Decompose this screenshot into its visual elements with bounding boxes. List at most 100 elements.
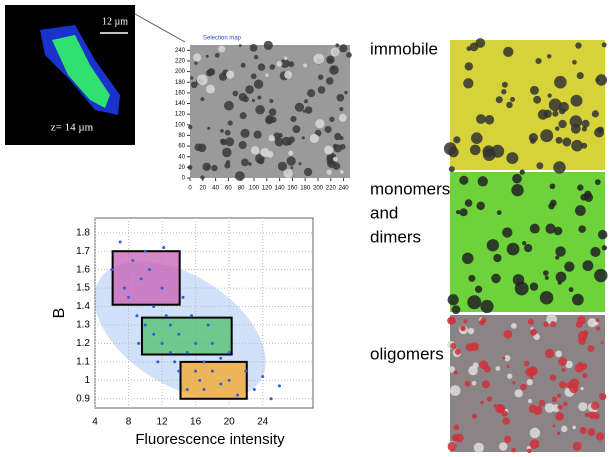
- x-tick-label: 4: [92, 417, 98, 428]
- texture: [533, 96, 541, 104]
- texture: [472, 414, 477, 419]
- texture: [329, 117, 334, 122]
- point: [203, 360, 206, 363]
- texture: [211, 165, 217, 171]
- point: [228, 351, 231, 354]
- texture: [506, 102, 512, 108]
- texture: [594, 269, 607, 282]
- point: [148, 268, 151, 271]
- texture: [547, 54, 552, 59]
- point: [140, 277, 143, 280]
- texture: [346, 52, 352, 58]
- x-tick-label: 20: [224, 417, 236, 428]
- texture: [533, 407, 542, 416]
- texture: [284, 57, 288, 61]
- texture: [520, 170, 525, 175]
- texture: [572, 60, 577, 65]
- texture: [530, 376, 533, 379]
- y-tick-label: 1.1: [76, 357, 90, 368]
- x-tick-label: 8: [126, 417, 132, 428]
- texture: [197, 74, 208, 85]
- y-tick-label: 100: [175, 122, 186, 128]
- y-tick-label: 1.8: [76, 227, 90, 238]
- texture: [326, 170, 331, 175]
- point: [177, 370, 180, 373]
- texture: [324, 146, 333, 155]
- texture: [543, 110, 551, 118]
- texture: [572, 294, 584, 306]
- texture: [527, 449, 532, 454]
- texture: [225, 137, 234, 146]
- texture: [577, 72, 584, 79]
- texture: [476, 202, 484, 210]
- texture: [503, 47, 513, 57]
- texture: [313, 54, 324, 65]
- texture: [571, 95, 583, 107]
- texture: [530, 86, 539, 95]
- texture: [493, 254, 501, 262]
- texture: [193, 53, 201, 61]
- texture: [460, 208, 468, 216]
- texture: [596, 74, 607, 85]
- point: [137, 342, 140, 345]
- texture: [198, 144, 207, 153]
- point: [207, 323, 210, 326]
- texture: [303, 63, 307, 67]
- texture: [448, 317, 455, 324]
- texture: [331, 48, 340, 57]
- texture: [448, 294, 459, 305]
- texture: [556, 137, 563, 144]
- texture: [241, 159, 249, 167]
- texture: [251, 73, 257, 79]
- texture: [522, 241, 526, 245]
- texture: [596, 432, 605, 441]
- texture: [333, 162, 341, 170]
- point: [186, 351, 189, 354]
- texture: [528, 366, 537, 375]
- texture: [550, 374, 556, 380]
- texture: [555, 412, 564, 421]
- region: [181, 362, 247, 399]
- texture: [470, 145, 481, 156]
- y-axis-label: B: [51, 308, 68, 319]
- texture: [487, 239, 499, 251]
- texture: [292, 125, 300, 133]
- texture: [264, 41, 273, 50]
- texture: [290, 116, 296, 122]
- point: [123, 287, 126, 290]
- texture: [258, 158, 265, 165]
- connector: [135, 14, 185, 42]
- texture: [239, 44, 242, 47]
- texture: [303, 110, 306, 113]
- texture: [449, 166, 455, 172]
- texture: [476, 114, 486, 124]
- texture: [190, 76, 193, 79]
- texture: [454, 424, 460, 430]
- texture: [215, 53, 220, 58]
- texture: [530, 329, 537, 336]
- texture: [561, 426, 567, 432]
- texture: [597, 126, 604, 133]
- texture: [304, 99, 308, 103]
- texture: [602, 42, 607, 47]
- texture: [569, 384, 578, 393]
- texture: [245, 85, 254, 94]
- texture: [332, 66, 336, 70]
- y-tick-label: 120: [175, 112, 186, 118]
- texture: [455, 349, 461, 355]
- texture: [222, 148, 232, 158]
- texture: [455, 434, 464, 443]
- y-tick-label: 1.5: [76, 283, 90, 294]
- map-label: dimers: [370, 227, 421, 246]
- y-tick-label: 1.4: [76, 301, 90, 312]
- x-tick-label: 0: [188, 186, 192, 192]
- texture: [283, 169, 292, 178]
- texture: [506, 365, 509, 368]
- texture: [601, 341, 604, 344]
- texture: [220, 139, 225, 144]
- point: [182, 296, 185, 299]
- x-tick-label: 200: [313, 186, 324, 192]
- point: [219, 357, 222, 360]
- texture: [243, 96, 249, 102]
- texture: [564, 261, 574, 271]
